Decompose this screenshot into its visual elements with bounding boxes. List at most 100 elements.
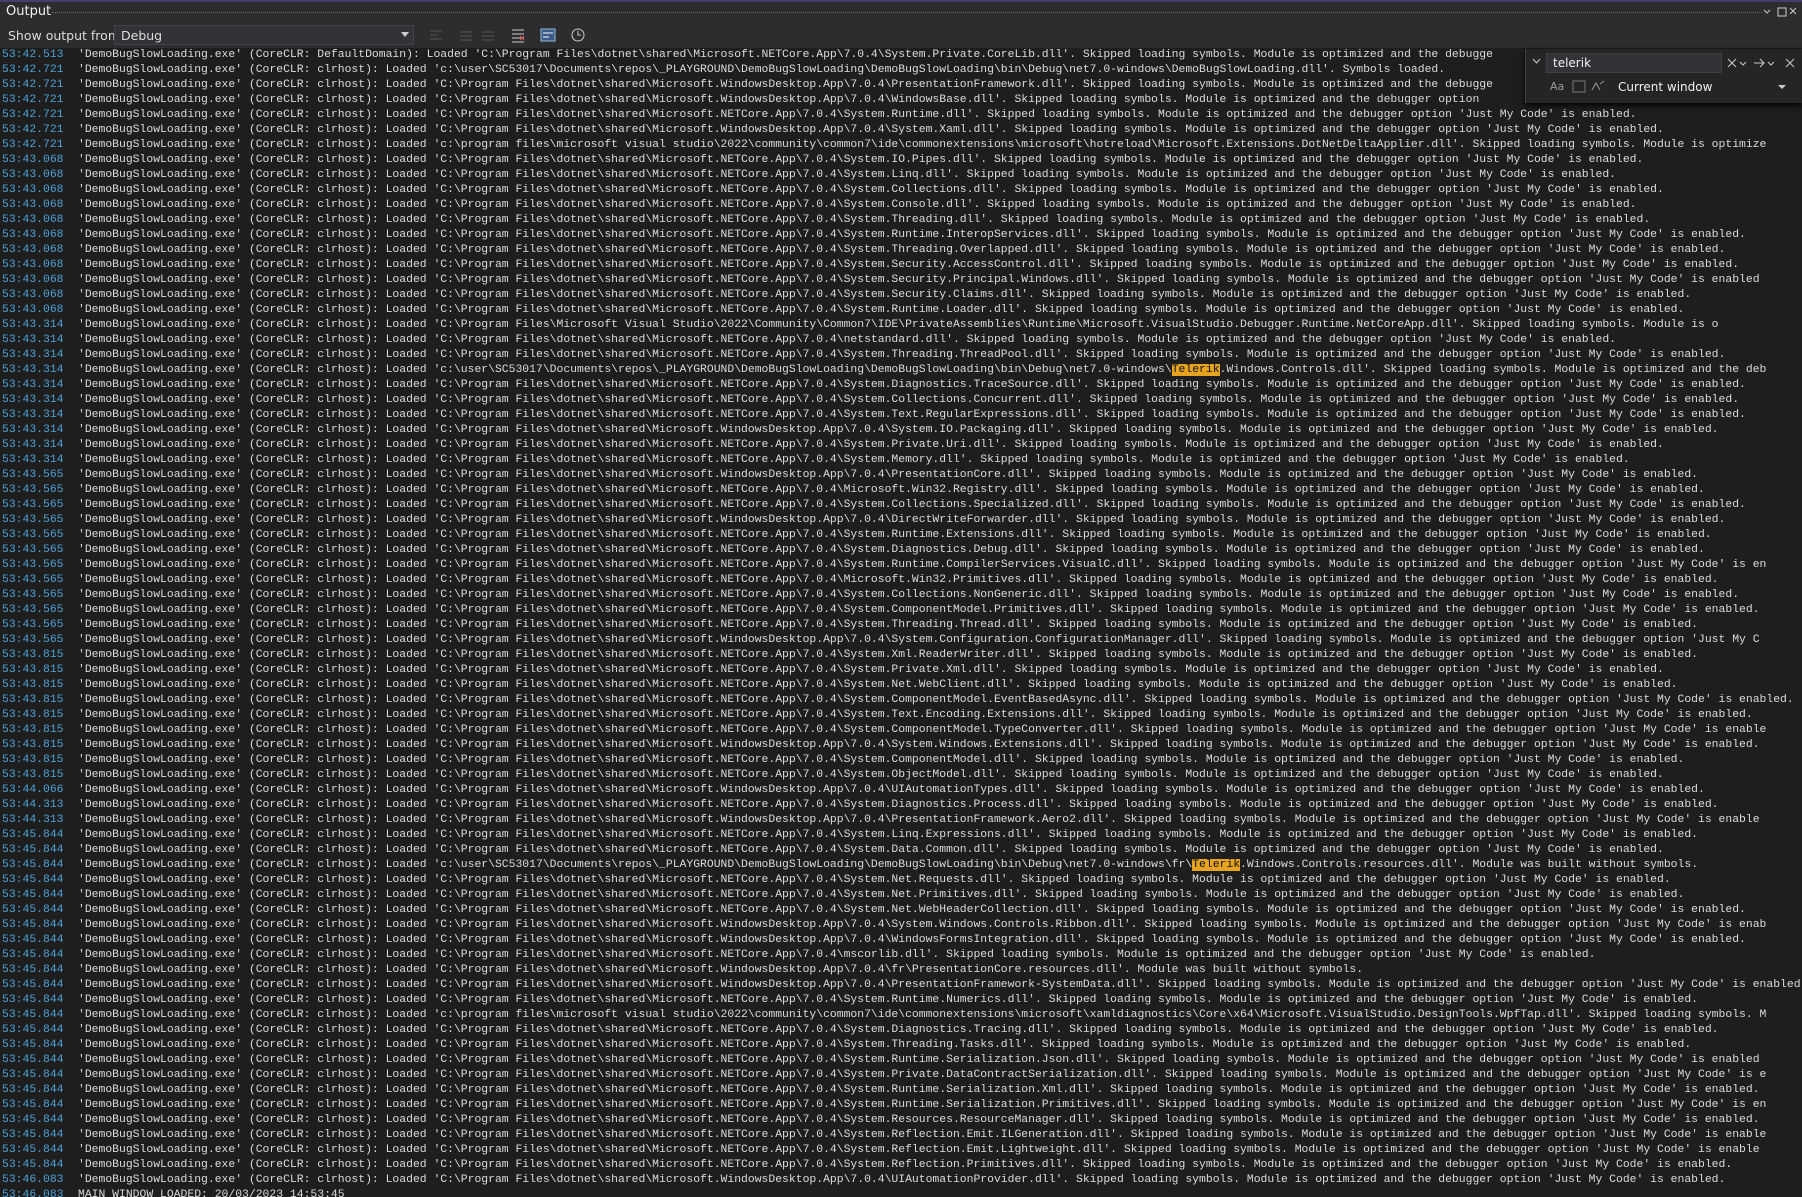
- log-message: 'DemoBugSlowLoading.exe' (CoreCLR: clrho…: [78, 949, 1596, 961]
- next-message-icon[interactable]: [480, 27, 496, 43]
- timestamp: 53:43.068: [2, 274, 64, 286]
- log-line: 53:43.068 'DemoBugSlowLoading.exe' (CoreC…: [0, 273, 1802, 288]
- timestamp: 53:43.068: [2, 259, 64, 271]
- message-part: .Windows.Controls.dll'. Skipped loading …: [1219, 364, 1767, 376]
- prev-message-icon[interactable]: [458, 27, 474, 43]
- log-line: 53:42.721 'DemoBugSlowLoading.exe' (CoreC…: [0, 123, 1802, 138]
- log-message: 'DemoBugSlowLoading.exe' (CoreCLR: clrho…: [78, 1144, 1760, 1156]
- log-message: 'DemoBugSlowLoading.exe' (CoreCLR: clrho…: [78, 574, 1719, 586]
- log-message: 'DemoBugSlowLoading.exe' (CoreCLR: clrho…: [78, 799, 1719, 811]
- log-line: 53:43.565 'DemoBugSlowLoading.exe' (CoreC…: [0, 588, 1802, 603]
- expand-toggle[interactable]: [1532, 58, 1541, 64]
- log-line: 53:43.314 'DemoBugSlowLoading.exe' (CoreC…: [0, 333, 1802, 348]
- log-line: 53:45.844 'DemoBugSlowLoading.exe' (CoreC…: [0, 1098, 1802, 1113]
- log-message: 'DemoBugSlowLoading.exe' (CoreCLR: clrho…: [78, 469, 1699, 481]
- log-message: 'DemoBugSlowLoading.exe' (CoreCLR: clrho…: [78, 139, 1767, 151]
- log-line: 53:45.844 'DemoBugSlowLoading.exe' (CoreC…: [0, 993, 1802, 1008]
- match-case[interactable]: Aa: [1550, 80, 1565, 93]
- log-message: 'DemoBugSlowLoading.exe' (CoreCLR: clrho…: [78, 259, 1740, 271]
- log-line: 53:45.844 'DemoBugSlowLoading.exe' (CoreC…: [0, 1053, 1802, 1068]
- log-line: 53:43.314 'DemoBugSlowLoading.exe' (CoreC…: [0, 393, 1802, 408]
- timestamp: 53:43.068: [2, 304, 64, 316]
- search-match: Telerik: [1171, 364, 1220, 376]
- log-message: 'DemoBugSlowLoading.exe' (CoreCLR: clrho…: [78, 154, 1644, 166]
- find-buttons[interactable]: [1726, 56, 1798, 70]
- log-message: 'DemoBugSlowLoading.exe' (CoreCLR: clrho…: [78, 394, 1740, 406]
- timestamp: 53:43.314: [2, 409, 64, 421]
- timestamp: 53:45.844: [2, 1099, 64, 1111]
- timestamp: 53:43.314: [2, 364, 64, 376]
- timestamp: 53:42.721: [2, 124, 64, 136]
- timestamp: 53:43.815: [2, 649, 64, 661]
- log-line: 53:43.565 'DemoBugSlowLoading.exe' (CoreC…: [0, 603, 1802, 618]
- clear-all-icon[interactable]: [510, 27, 526, 43]
- log-line: 53:42.721 'DemoBugSlowLoading.exe' (CoreC…: [0, 63, 1802, 78]
- timestamp: 53:43.565: [2, 469, 64, 481]
- log-message: 'DemoBugSlowLoading.exe' (CoreCLR: clrho…: [78, 79, 1493, 91]
- log-message: 'DemoBugSlowLoading.exe' (CoreCLR: clrho…: [78, 874, 1671, 886]
- log-message: 'DemoBugSlowLoading.exe' (CoreCLR: clrho…: [78, 124, 1664, 136]
- timestamp: 53:43.314: [2, 319, 64, 331]
- log-message: 'DemoBugSlowLoading.exe' (CoreCLR: clrho…: [78, 814, 1760, 826]
- log-line: 53:43.565 'DemoBugSlowLoading.exe' (CoreC…: [0, 618, 1802, 633]
- timestamp: 53:43.565: [2, 559, 64, 571]
- log-message: 'DemoBugSlowLoading.exe' (CoreCLR: clrho…: [78, 514, 1726, 526]
- timestamp: 53:43.068: [2, 214, 64, 226]
- timestamp: 53:45.844: [2, 1039, 64, 1051]
- find-options[interactable]: [1572, 80, 1606, 94]
- log-message: 'DemoBugSlowLoading.exe' (CoreCLR: clrho…: [78, 664, 1664, 676]
- find-message-icon[interactable]: [428, 27, 444, 43]
- log-line: 53:43.068 'DemoBugSlowLoading.exe' (CoreC…: [0, 153, 1802, 168]
- log-line: 53:42.513 'DemoBugSlowLoading.exe' (CoreC…: [0, 48, 1802, 63]
- timestamp: 53:43.068: [2, 289, 64, 301]
- find-input[interactable]: telerik: [1546, 53, 1722, 73]
- log-message: 'DemoBugSlowLoading.exe' (CoreCLR: clrho…: [78, 604, 1760, 616]
- message-part: 'DemoBugSlowLoading.exe' (CoreCLR: clrho…: [78, 364, 1172, 376]
- log-message: 'DemoBugSlowLoading.exe' (CoreCLR: clrho…: [78, 184, 1664, 196]
- log-line: 53:45.844 'DemoBugSlowLoading.exe' (CoreC…: [0, 1008, 1802, 1023]
- log-line: 53:43.068 'DemoBugSlowLoading.exe' (CoreC…: [0, 198, 1802, 213]
- timestamp: 53:43.068: [2, 184, 64, 196]
- output-log: 53:42.513 'DemoBugSlowLoading.exe' (CoreC…: [0, 48, 1802, 1197]
- title-bar: Output: [0, 0, 1802, 22]
- timestamp: 53:43.565: [2, 484, 64, 496]
- toolbar: Show output from: Debug: [0, 22, 1802, 48]
- log-line: 53:43.314 'DemoBugSlowLoading.exe' (CoreC…: [0, 348, 1802, 363]
- timestamp: 53:45.844: [2, 1159, 64, 1171]
- log-message: 'DemoBugSlowLoading.exe' (CoreCLR: clrho…: [78, 109, 1637, 121]
- log-line: 53:45.844 'DemoBugSlowLoading.exe' (CoreC…: [0, 858, 1802, 873]
- scope-arrow: [1778, 85, 1786, 89]
- log-line: 53:43.815 'DemoBugSlowLoading.exe' (CoreC…: [0, 723, 1802, 738]
- panel-title: Output: [6, 4, 52, 19]
- log-line: 53:44.313 'DemoBugSlowLoading.exe' (CoreC…: [0, 813, 1802, 828]
- log-message: 'DemoBugSlowLoading.exe' (CoreCLR: clrho…: [78, 363, 1766, 378]
- timestamp: 53:45.844: [2, 1114, 64, 1126]
- timestamp: 53:43.815: [2, 769, 64, 781]
- timestamp: 53:42.721: [2, 94, 64, 106]
- find-scope[interactable]: Current window: [1618, 80, 1713, 94]
- find-query: telerik: [1553, 56, 1592, 70]
- window-buttons[interactable]: [1762, 6, 1796, 18]
- log-message: 'DemoBugSlowLoading.exe' (CoreCLR: clrho…: [78, 1069, 1767, 1081]
- source-dropdown[interactable]: Debug: [114, 25, 414, 45]
- log-line: 53:43.565 'DemoBugSlowLoading.exe' (CoreC…: [0, 558, 1802, 573]
- log-line: 53:43.314 'DemoBugSlowLoading.exe' (CoreC…: [0, 363, 1802, 378]
- timestamp: 53:43.565: [2, 529, 64, 541]
- log-line: 53:45.844 'DemoBugSlowLoading.exe' (CoreC…: [0, 933, 1802, 948]
- log-line: 53:43.314 'DemoBugSlowLoading.exe' (CoreC…: [0, 318, 1802, 333]
- timestamp-icon[interactable]: [570, 27, 586, 43]
- word-wrap-icon[interactable]: [540, 27, 556, 43]
- log-message: 'DemoBugSlowLoading.exe' (CoreCLR: clrho…: [78, 424, 1719, 436]
- log-message: MAIN WINDOW LOADED: 20/03/2023 14:53:45: [78, 1189, 345, 1197]
- timestamp: 53:45.844: [2, 874, 64, 886]
- timestamp: 53:43.314: [2, 439, 64, 451]
- log-line: 53:42.721 'DemoBugSlowLoading.exe' (CoreC…: [0, 93, 1802, 108]
- log-message: 'DemoBugSlowLoading.exe' (CoreCLR: clrho…: [78, 1114, 1760, 1126]
- timestamp: 53:45.844: [2, 1069, 64, 1081]
- log-message: 'DemoBugSlowLoading.exe' (CoreCLR: clrho…: [78, 199, 1637, 211]
- log-line: 53:43.565 'DemoBugSlowLoading.exe' (CoreC…: [0, 633, 1802, 648]
- timestamp: 53:45.844: [2, 949, 64, 961]
- log-message: 'DemoBugSlowLoading.exe' (CoreCLR: clrho…: [78, 454, 1630, 466]
- log-line: 53:43.068 'DemoBugSlowLoading.exe' (CoreC…: [0, 213, 1802, 228]
